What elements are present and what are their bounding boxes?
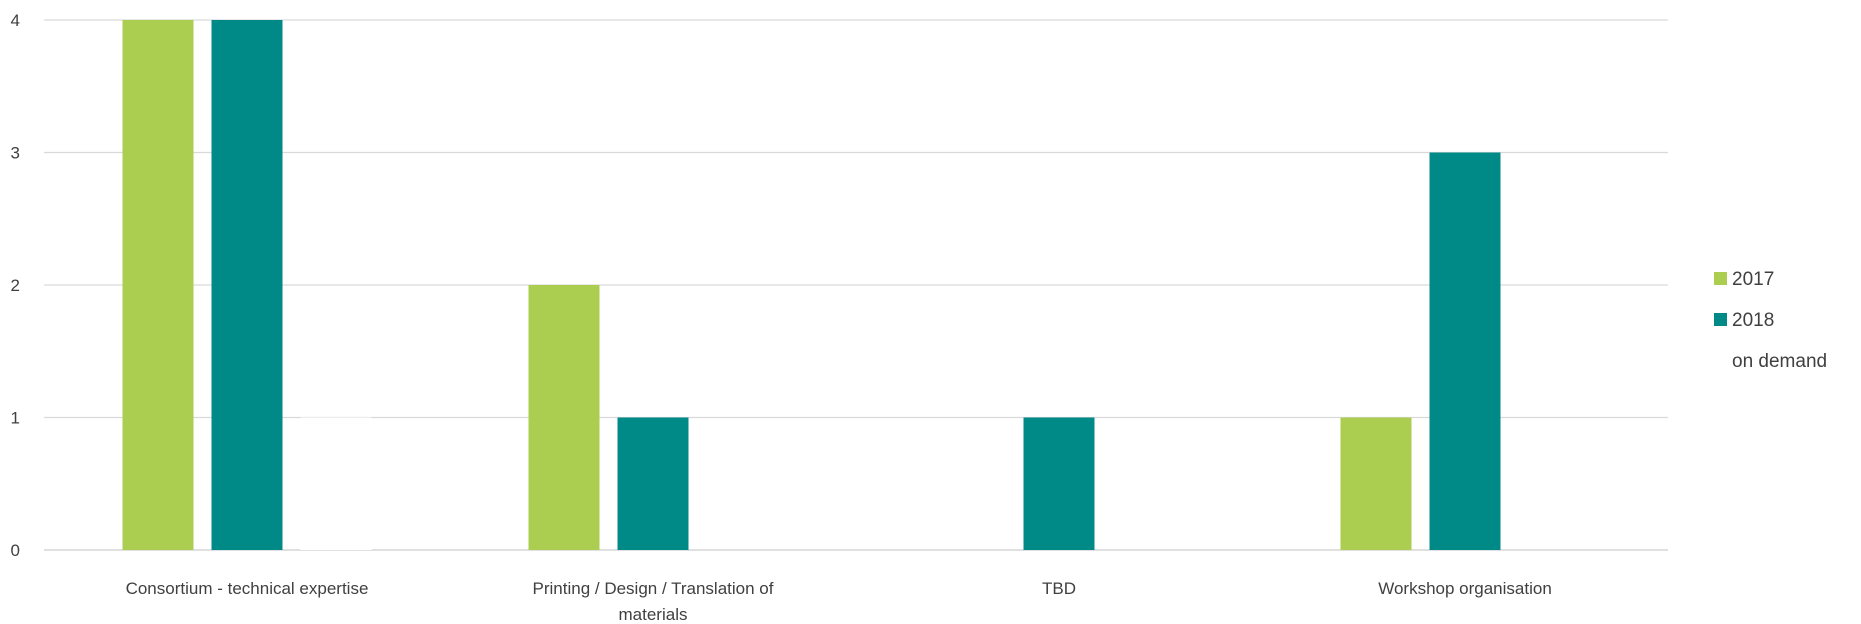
x-category-label: Consortium - technical expertise bbox=[126, 579, 369, 598]
legend-label: on demand bbox=[1732, 351, 1827, 372]
bar-2017-3 bbox=[1340, 417, 1412, 550]
y-tick-label: 2 bbox=[11, 276, 20, 295]
y-axis-tick-labels: 0 1 2 3 4 bbox=[11, 11, 20, 560]
legend: 2017 2018 on demand bbox=[1714, 269, 1827, 372]
bar-2018-3 bbox=[1429, 152, 1501, 550]
bar-2018-2 bbox=[1023, 417, 1095, 550]
y-tick-label: 4 bbox=[11, 11, 20, 30]
y-tick-label: 0 bbox=[11, 541, 20, 560]
legend-swatch-2018 bbox=[1714, 313, 1727, 326]
x-category-label: Workshop organisation bbox=[1378, 579, 1552, 598]
gridlines bbox=[44, 19, 1668, 551]
legend-label: 2017 bbox=[1732, 269, 1774, 290]
bars bbox=[122, 20, 1501, 550]
x-category-label: Printing / Design / Translation of bbox=[533, 579, 774, 598]
legend-swatch-2017 bbox=[1714, 272, 1727, 285]
bar-2017-0 bbox=[122, 20, 194, 550]
bar-2018-0 bbox=[211, 20, 283, 550]
x-category-label: TBD bbox=[1042, 579, 1076, 598]
y-tick-label: 1 bbox=[11, 409, 20, 428]
bar-on-demand-0 bbox=[300, 417, 372, 550]
x-axis-category-labels: Consortium - technical expertise Printing… bbox=[126, 579, 1552, 624]
y-tick-label: 3 bbox=[11, 144, 20, 163]
x-category-label: materials bbox=[619, 605, 688, 624]
legend-swatch-on-demand bbox=[1714, 354, 1727, 367]
bar-2017-1 bbox=[528, 285, 600, 550]
bar-2018-1 bbox=[617, 417, 689, 550]
legend-label: 2018 bbox=[1732, 310, 1774, 331]
